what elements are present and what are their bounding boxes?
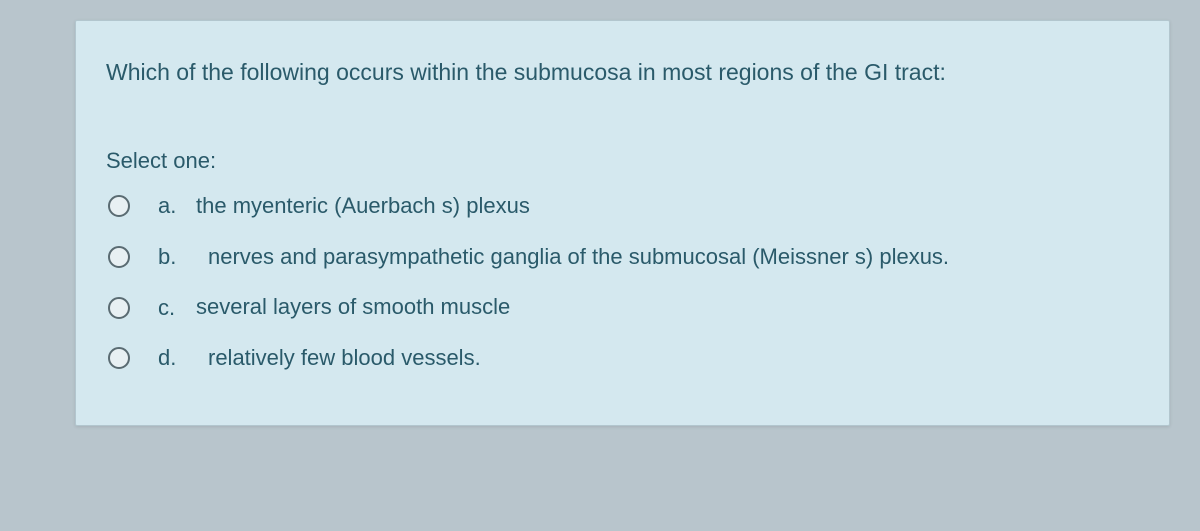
question-text: Which of the following occurs within the… [106,56,1139,88]
option-c[interactable]: c. several layers of smooth muscle [108,293,1139,322]
option-a[interactable]: a. the myenteric (Auerbach s) plexus [108,192,1139,221]
radio-option-c[interactable] [108,297,130,319]
question-card: Which of the following occurs within the… [75,20,1170,426]
option-b[interactable]: b. nerves and parasympathetic ganglia of… [108,243,1139,272]
option-text: relatively few blood vessels. [208,344,481,373]
radio-option-a[interactable] [108,195,130,217]
option-letter: d. [158,345,188,371]
option-letter: a. [158,193,188,219]
option-text: the myenteric (Auerbach s) plexus [196,192,530,221]
radio-option-b[interactable] [108,246,130,268]
option-text: several layers of smooth muscle [196,293,510,322]
option-letter: b. [158,244,188,270]
option-d[interactable]: d. relatively few blood vessels. [108,344,1139,373]
radio-option-d[interactable] [108,347,130,369]
option-letter: c. [158,295,188,321]
option-text: nerves and parasympathetic ganglia of th… [208,243,949,272]
options-list: a. the myenteric (Auerbach s) plexus b. … [106,192,1139,372]
select-one-label: Select one: [106,148,1139,174]
